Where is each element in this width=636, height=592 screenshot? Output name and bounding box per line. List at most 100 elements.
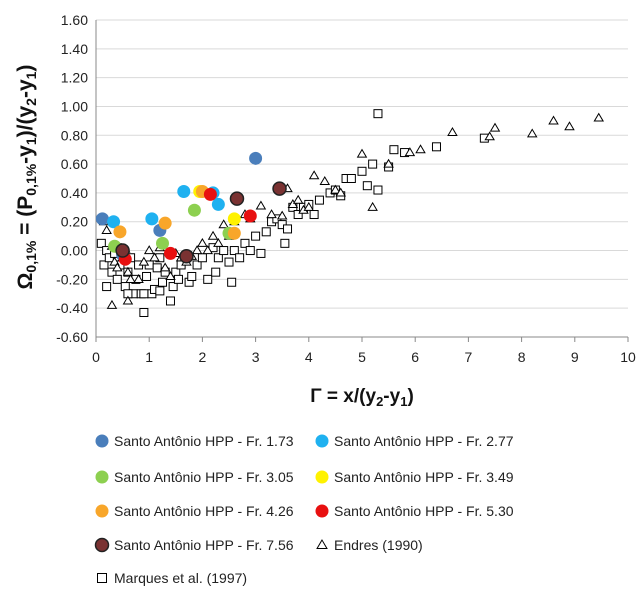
data-point bbox=[168, 282, 178, 292]
legend-marker bbox=[97, 573, 107, 583]
data-point bbox=[256, 248, 266, 258]
data-point bbox=[107, 267, 117, 277]
data-point bbox=[261, 227, 271, 237]
data-point bbox=[125, 273, 136, 283]
data-point bbox=[266, 209, 277, 219]
data-point bbox=[249, 151, 263, 165]
x-tick-label: 8 bbox=[518, 349, 526, 365]
legend-label: Santo Antônio HPP - Fr. 7.56 bbox=[114, 537, 294, 553]
tick-labels: -0.60 -0.40 -0.20 0.00 0.20 0.40 0.60 0.80 1.00 1… bbox=[56, 12, 636, 365]
data-point bbox=[431, 142, 441, 152]
data-point bbox=[173, 274, 183, 284]
data-point bbox=[229, 191, 245, 206]
data-point bbox=[280, 238, 290, 248]
data-point bbox=[177, 184, 191, 198]
data-point bbox=[245, 246, 255, 256]
legend-marker bbox=[315, 504, 329, 518]
data-point bbox=[101, 224, 112, 234]
data-point bbox=[314, 195, 324, 205]
data-point bbox=[158, 216, 172, 230]
data-point bbox=[106, 299, 118, 309]
data-point bbox=[165, 296, 175, 306]
legend-marker bbox=[95, 504, 109, 518]
data-point bbox=[202, 245, 213, 255]
data-point bbox=[447, 127, 458, 136]
data-point bbox=[243, 209, 257, 223]
y-axis-label: Ω0,1% = (P0,1%-y1)/(y2-y1) bbox=[14, 65, 39, 290]
data-point bbox=[489, 122, 501, 132]
legend: Santo Antônio HPP - Fr. 1.73 Santo Antôni… bbox=[94, 433, 514, 586]
data-points bbox=[95, 109, 605, 318]
data-point bbox=[224, 257, 234, 267]
data-point bbox=[292, 194, 304, 204]
data-point bbox=[362, 181, 372, 191]
data-point bbox=[367, 201, 378, 211]
data-point bbox=[115, 243, 130, 258]
grid-lines bbox=[96, 19, 628, 309]
legend-label: Santo Antônio HPP - Fr. 3.05 bbox=[114, 469, 294, 485]
data-point bbox=[197, 253, 207, 263]
x-tick-label: 9 bbox=[571, 349, 579, 365]
data-point bbox=[122, 266, 134, 276]
x-tick-label: 3 bbox=[252, 349, 260, 365]
data-point bbox=[191, 245, 203, 255]
data-point bbox=[287, 199, 299, 209]
y-tick-label: 1.40 bbox=[61, 41, 88, 57]
data-point bbox=[272, 181, 287, 196]
data-point bbox=[155, 286, 165, 296]
legend-label: Santo Antônio HPP - Fr. 4.26 bbox=[114, 503, 294, 519]
data-point bbox=[484, 131, 495, 141]
data-point bbox=[213, 253, 223, 263]
legend-marker bbox=[315, 470, 329, 484]
data-point bbox=[308, 170, 320, 180]
data-point bbox=[330, 184, 341, 194]
data-point bbox=[593, 112, 605, 122]
data-point bbox=[276, 210, 288, 220]
data-point bbox=[309, 210, 319, 220]
data-point bbox=[564, 121, 575, 131]
data-point bbox=[165, 271, 176, 281]
data-point bbox=[229, 246, 239, 256]
data-point bbox=[142, 271, 152, 281]
legend-label: Marques et al. (1997) bbox=[114, 570, 247, 586]
data-point bbox=[203, 187, 217, 201]
data-point bbox=[158, 277, 167, 287]
data-point bbox=[197, 237, 208, 247]
y-tick-label: 0.80 bbox=[61, 127, 88, 143]
data-point bbox=[192, 260, 202, 270]
y-tick-label: -0.60 bbox=[56, 329, 88, 345]
axes bbox=[95, 20, 629, 342]
data-point bbox=[251, 231, 261, 241]
data-point bbox=[179, 249, 194, 264]
data-point bbox=[389, 145, 399, 155]
data-point bbox=[102, 282, 112, 292]
x-tick-label: 6 bbox=[411, 349, 419, 365]
y-tick-label: 1.20 bbox=[61, 70, 88, 86]
data-point bbox=[96, 238, 106, 248]
legend-marker bbox=[316, 539, 328, 549]
data-point bbox=[227, 226, 241, 240]
data-point bbox=[139, 289, 149, 299]
x-tick-label: 0 bbox=[92, 349, 100, 365]
data-point bbox=[213, 237, 224, 247]
data-point bbox=[548, 115, 559, 125]
data-point bbox=[218, 219, 229, 229]
data-point bbox=[133, 273, 144, 283]
x-tick-label: 1 bbox=[145, 349, 153, 365]
legend-label: Endres (1990) bbox=[334, 537, 423, 553]
data-point bbox=[526, 128, 538, 138]
data-point bbox=[283, 224, 293, 234]
data-point bbox=[138, 256, 150, 266]
data-point bbox=[373, 185, 383, 195]
x-tick-label: 4 bbox=[305, 349, 313, 365]
data-point bbox=[207, 230, 219, 240]
y-tick-label: 1.00 bbox=[61, 98, 88, 114]
data-point bbox=[156, 236, 169, 250]
y-tick-label: 0.20 bbox=[61, 214, 88, 230]
y-tick-label: 0.40 bbox=[61, 185, 88, 201]
data-point bbox=[122, 295, 134, 305]
data-point bbox=[211, 267, 221, 277]
data-point bbox=[235, 253, 245, 263]
y-tick-label: 0.60 bbox=[61, 156, 88, 172]
legend-label: Santo Antônio HPP - Fr. 2.77 bbox=[334, 433, 514, 449]
